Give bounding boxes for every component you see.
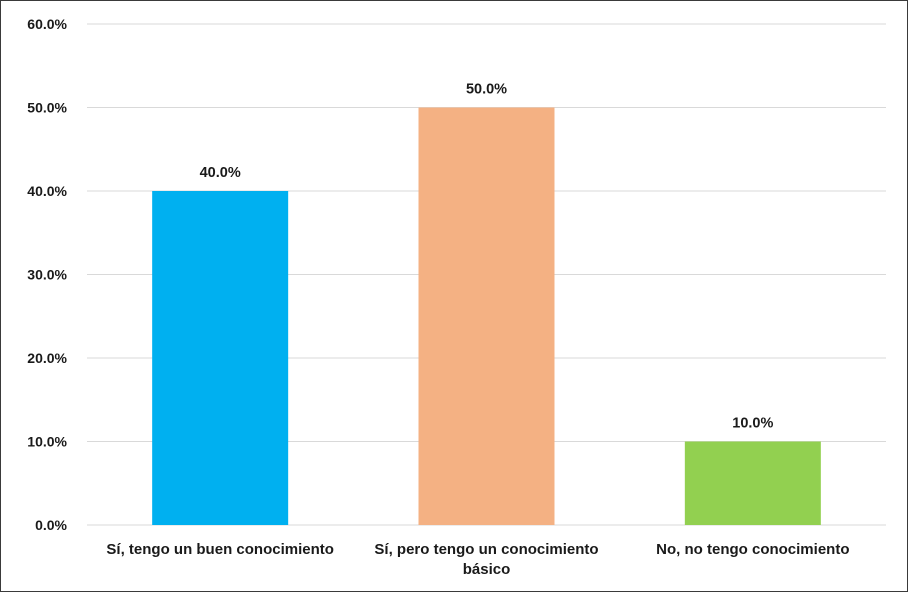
bars	[152, 107, 821, 525]
category-label: básico	[463, 561, 511, 578]
category-label: Sí, pero tengo un conocimiento	[374, 541, 598, 558]
data-label: 10.0%	[732, 416, 773, 432]
data-label: 40.0%	[200, 165, 241, 181]
bar	[684, 441, 821, 525]
category-label: No, no tengo conocimiento	[656, 541, 849, 558]
x-axis-categories: Sí, tengo un buen conocimiento Sí, pero t…	[106, 541, 849, 578]
y-tick-label: 0.0%	[35, 517, 67, 533]
y-tick-label: 20.0%	[27, 350, 67, 366]
data-label: 50.0%	[466, 82, 507, 98]
bar	[152, 191, 289, 525]
y-tick-label: 30.0%	[27, 267, 67, 283]
y-axis-ticks: 0.0% 10.0% 20.0% 30.0% 40.0% 50.0% 60.0%	[27, 16, 67, 533]
category-label: Sí, tengo un buen conocimiento	[106, 541, 334, 558]
y-tick-label: 50.0%	[27, 100, 67, 116]
y-tick-label: 40.0%	[27, 183, 67, 199]
y-tick-label: 60.0%	[27, 16, 67, 32]
data-labels: 40.0% 50.0% 10.0%	[200, 82, 774, 432]
y-tick-label: 10.0%	[27, 434, 67, 450]
bar	[418, 107, 555, 525]
